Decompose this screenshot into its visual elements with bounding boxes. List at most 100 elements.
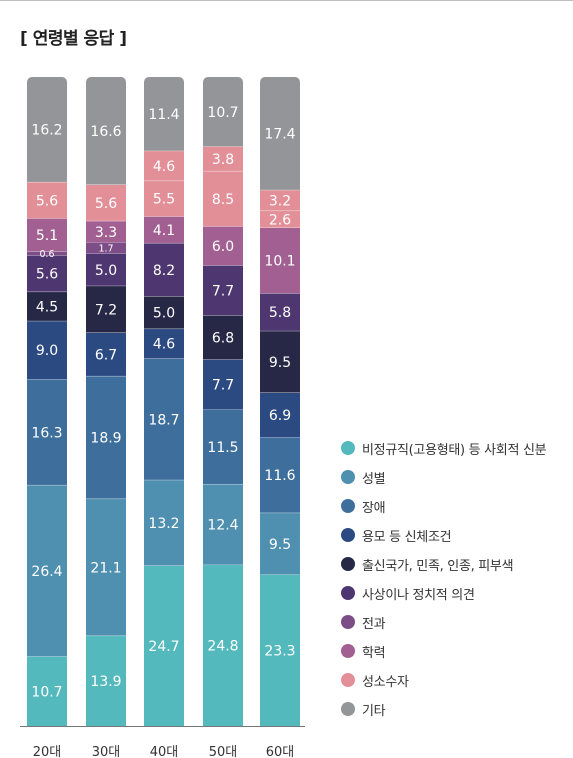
legend-label: 비정규직(고용형태) 등 사회적 신분 bbox=[362, 442, 547, 458]
legend-swatch bbox=[341, 586, 355, 600]
legend-item: 용모 등 신체조건 bbox=[341, 523, 546, 547]
data-label: 5.0 bbox=[95, 263, 117, 279]
bar-segment bbox=[27, 218, 67, 252]
bar-segment bbox=[144, 296, 184, 329]
bar-segment bbox=[260, 512, 300, 575]
bar-segment bbox=[86, 376, 126, 499]
data-label: 5.0 bbox=[153, 306, 175, 322]
legend-item: 비정규직(고용형태) 등 사회적 신분 bbox=[341, 436, 547, 460]
legend-label: 성별 bbox=[362, 471, 386, 487]
bar-segment bbox=[27, 182, 67, 219]
bar-segment bbox=[144, 243, 184, 297]
x-tick-label: 50대 bbox=[209, 745, 238, 758]
data-label: 9.5 bbox=[269, 537, 291, 553]
data-label: 26.4 bbox=[31, 564, 62, 580]
legend-item: 사상이나 정치적 의견 bbox=[341, 581, 546, 605]
data-label: 5.6 bbox=[36, 193, 58, 209]
data-label: 16.3 bbox=[31, 425, 62, 441]
bar-20대 bbox=[27, 77, 67, 726]
bar-segment bbox=[260, 331, 300, 393]
data-label: 12.4 bbox=[207, 518, 238, 534]
data-label: 13.9 bbox=[90, 674, 121, 690]
data-label: 7.7 bbox=[212, 283, 234, 299]
legend-item: 장애 bbox=[341, 494, 546, 518]
legend-swatch bbox=[341, 644, 355, 658]
legend-label: 전과 bbox=[362, 616, 386, 632]
data-label: 23.3 bbox=[264, 643, 295, 659]
bar-segment bbox=[27, 291, 67, 322]
data-label: 8.5 bbox=[212, 192, 234, 208]
bar-segment bbox=[260, 293, 300, 332]
data-label: 11.5 bbox=[207, 440, 238, 456]
chart-title: [ 연령별 응답 ] bbox=[20, 29, 127, 49]
bar-segment bbox=[203, 315, 243, 360]
data-label: 7.7 bbox=[212, 378, 234, 394]
legend-item: 학력 bbox=[341, 639, 546, 663]
bar-segment bbox=[260, 227, 300, 294]
data-label: 17.4 bbox=[264, 127, 295, 143]
data-label: 11.4 bbox=[148, 107, 179, 123]
legend-swatch bbox=[341, 470, 355, 484]
bar-segment bbox=[27, 251, 67, 256]
bar-segment bbox=[86, 332, 126, 377]
data-label: 5.6 bbox=[36, 267, 58, 283]
x-tick-label: 30대 bbox=[92, 745, 121, 758]
bar-segment bbox=[203, 226, 243, 266]
data-label: 9.5 bbox=[269, 355, 291, 371]
bar-segment bbox=[86, 253, 126, 286]
data-label: 16.2 bbox=[31, 123, 62, 139]
bar-40대 bbox=[144, 77, 184, 726]
data-label: 5.1 bbox=[36, 228, 58, 244]
data-label: 6.9 bbox=[269, 408, 291, 424]
data-label: 21.1 bbox=[90, 560, 121, 576]
bar-segment bbox=[27, 379, 67, 486]
data-label: 2.6 bbox=[269, 212, 291, 228]
bar-segment bbox=[203, 409, 243, 485]
data-label: 11.6 bbox=[264, 468, 295, 484]
bar-50대 bbox=[203, 77, 243, 726]
data-label: 6.7 bbox=[95, 347, 117, 363]
data-label: 5.5 bbox=[153, 192, 175, 208]
bar-segment bbox=[144, 216, 184, 244]
legend-label: 기타 bbox=[362, 703, 386, 719]
bar-segment bbox=[203, 146, 243, 172]
legend-label: 사상이나 정치적 의견 bbox=[362, 587, 475, 603]
data-label: 4.6 bbox=[153, 159, 175, 175]
data-label: 3.3 bbox=[95, 225, 117, 241]
bar-segment bbox=[27, 656, 67, 726]
bar-segment bbox=[144, 180, 184, 217]
bar-segment bbox=[27, 255, 67, 292]
bar-segment bbox=[27, 321, 67, 380]
legend-item: 기타 bbox=[341, 697, 546, 721]
bar-segment bbox=[86, 635, 126, 726]
bar-segment bbox=[144, 565, 184, 726]
data-label: 5.8 bbox=[269, 305, 291, 321]
x-tick-label: 20대 bbox=[33, 745, 62, 758]
data-label: 4.1 bbox=[153, 223, 175, 239]
x-tick-label: 60대 bbox=[266, 745, 295, 758]
bar-segment bbox=[86, 498, 126, 636]
data-label: 18.9 bbox=[90, 431, 121, 447]
legend-swatch bbox=[341, 702, 355, 716]
bar-segment bbox=[86, 184, 126, 222]
bar-segment bbox=[144, 480, 184, 566]
data-label: 10.1 bbox=[264, 254, 295, 270]
bar-segment bbox=[27, 77, 67, 183]
data-label: 3.2 bbox=[269, 193, 291, 209]
legend-swatch bbox=[341, 615, 355, 629]
legend-swatch bbox=[341, 673, 355, 687]
data-label: 7.2 bbox=[95, 302, 117, 318]
legend-label: 성소수자 bbox=[362, 674, 409, 690]
bar-segment bbox=[144, 328, 184, 359]
legend-item: 성별 bbox=[341, 465, 546, 489]
data-label: 10.7 bbox=[31, 684, 62, 700]
legend-label: 장애 bbox=[362, 500, 386, 516]
data-label: 13.2 bbox=[148, 516, 179, 532]
data-label: 0.6 bbox=[39, 249, 54, 260]
bar-segment bbox=[86, 285, 126, 333]
bar-segment bbox=[144, 358, 184, 481]
bar-segment bbox=[144, 77, 184, 151]
x-tick-label: 40대 bbox=[150, 745, 179, 758]
bar-segment bbox=[144, 150, 184, 181]
